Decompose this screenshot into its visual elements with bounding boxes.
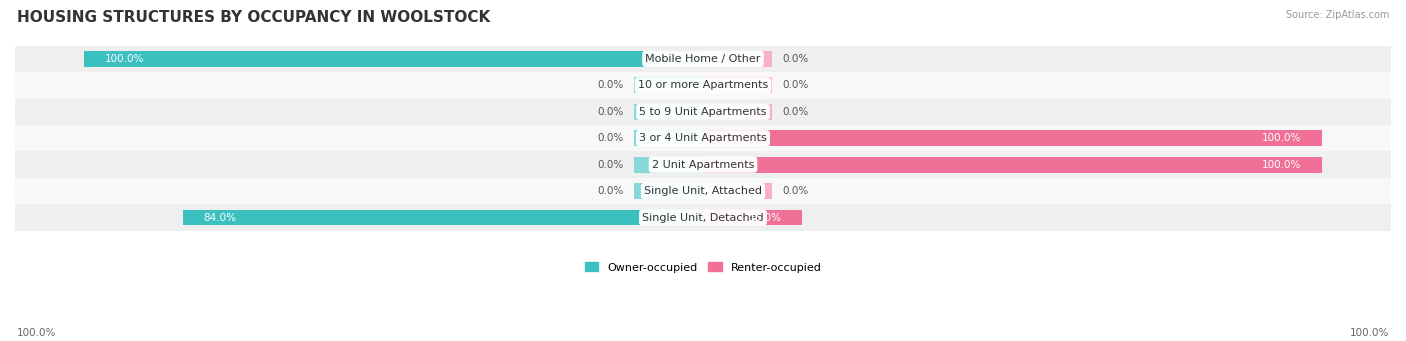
Text: 16.0%: 16.0% bbox=[748, 212, 782, 223]
Bar bbox=[634, 157, 703, 173]
Bar bbox=[15, 125, 1391, 151]
Bar bbox=[15, 46, 1391, 72]
Bar bbox=[15, 178, 1391, 204]
Bar bbox=[15, 204, 1391, 231]
Bar bbox=[183, 210, 703, 225]
Text: Single Unit, Attached: Single Unit, Attached bbox=[644, 186, 762, 196]
Bar bbox=[634, 104, 703, 120]
Bar bbox=[15, 99, 1391, 125]
Text: HOUSING STRUCTURES BY OCCUPANCY IN WOOLSTOCK: HOUSING STRUCTURES BY OCCUPANCY IN WOOLS… bbox=[17, 10, 491, 25]
Text: 5 to 9 Unit Apartments: 5 to 9 Unit Apartments bbox=[640, 107, 766, 117]
Text: Source: ZipAtlas.com: Source: ZipAtlas.com bbox=[1285, 10, 1389, 20]
Bar bbox=[703, 157, 1322, 173]
Text: 2 Unit Apartments: 2 Unit Apartments bbox=[652, 160, 754, 170]
Bar bbox=[703, 183, 772, 199]
Text: 0.0%: 0.0% bbox=[783, 80, 808, 90]
Text: 100.0%: 100.0% bbox=[17, 328, 56, 338]
Text: 100.0%: 100.0% bbox=[104, 54, 143, 64]
Text: Single Unit, Detached: Single Unit, Detached bbox=[643, 212, 763, 223]
Bar bbox=[634, 130, 703, 146]
Bar bbox=[703, 210, 801, 225]
Bar bbox=[703, 130, 1322, 146]
Text: 0.0%: 0.0% bbox=[598, 160, 623, 170]
Bar bbox=[15, 72, 1391, 99]
Bar bbox=[703, 77, 772, 93]
Bar bbox=[634, 183, 703, 199]
Text: 0.0%: 0.0% bbox=[783, 54, 808, 64]
Text: Mobile Home / Other: Mobile Home / Other bbox=[645, 54, 761, 64]
Text: 100.0%: 100.0% bbox=[1350, 328, 1389, 338]
Bar bbox=[634, 77, 703, 93]
Text: 0.0%: 0.0% bbox=[598, 80, 623, 90]
Legend: Owner-occupied, Renter-occupied: Owner-occupied, Renter-occupied bbox=[581, 258, 825, 277]
Text: 100.0%: 100.0% bbox=[1263, 133, 1302, 143]
Text: 84.0%: 84.0% bbox=[204, 212, 236, 223]
Text: 0.0%: 0.0% bbox=[783, 107, 808, 117]
Text: 0.0%: 0.0% bbox=[783, 186, 808, 196]
Bar bbox=[703, 51, 772, 67]
Text: 0.0%: 0.0% bbox=[598, 107, 623, 117]
Text: 100.0%: 100.0% bbox=[1263, 160, 1302, 170]
Bar bbox=[15, 151, 1391, 178]
Text: 0.0%: 0.0% bbox=[598, 186, 623, 196]
Text: 3 or 4 Unit Apartments: 3 or 4 Unit Apartments bbox=[640, 133, 766, 143]
Text: 10 or more Apartments: 10 or more Apartments bbox=[638, 80, 768, 90]
Text: 0.0%: 0.0% bbox=[598, 133, 623, 143]
Bar bbox=[84, 51, 703, 67]
Bar bbox=[703, 104, 772, 120]
